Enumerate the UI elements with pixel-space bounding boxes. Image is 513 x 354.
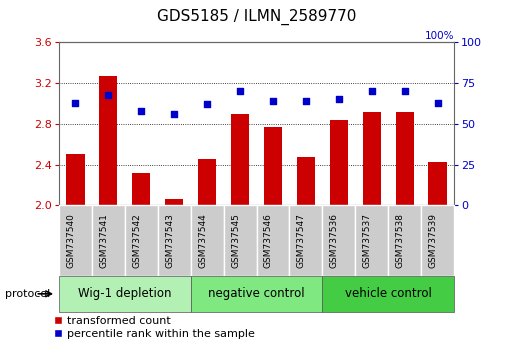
FancyBboxPatch shape bbox=[224, 205, 256, 276]
FancyBboxPatch shape bbox=[322, 276, 454, 312]
Text: GSM737537: GSM737537 bbox=[363, 213, 372, 268]
Bar bbox=[330, 120, 348, 205]
FancyBboxPatch shape bbox=[92, 205, 125, 276]
Legend: transformed count, percentile rank within the sample: transformed count, percentile rank withi… bbox=[49, 312, 259, 344]
Point bbox=[368, 88, 376, 94]
Text: GSM737536: GSM737536 bbox=[330, 213, 339, 268]
FancyBboxPatch shape bbox=[59, 276, 191, 312]
Point bbox=[302, 98, 310, 104]
Point bbox=[137, 108, 145, 114]
FancyBboxPatch shape bbox=[355, 205, 388, 276]
Bar bbox=[428, 161, 447, 205]
Point bbox=[433, 100, 442, 105]
Text: 100%: 100% bbox=[424, 31, 454, 41]
Text: GSM737539: GSM737539 bbox=[428, 213, 438, 268]
Bar bbox=[297, 158, 315, 205]
Text: GSM737541: GSM737541 bbox=[100, 213, 108, 268]
Bar bbox=[165, 199, 183, 205]
Text: GSM737545: GSM737545 bbox=[231, 213, 240, 268]
Point bbox=[334, 97, 343, 102]
FancyBboxPatch shape bbox=[59, 205, 92, 276]
Bar bbox=[198, 159, 216, 205]
Text: Wig-1 depletion: Wig-1 depletion bbox=[78, 287, 171, 300]
Text: GSM737544: GSM737544 bbox=[198, 213, 207, 268]
Text: negative control: negative control bbox=[208, 287, 305, 300]
FancyBboxPatch shape bbox=[421, 205, 454, 276]
Text: GSM737542: GSM737542 bbox=[132, 213, 141, 268]
Text: GSM737547: GSM737547 bbox=[297, 213, 306, 268]
Point bbox=[269, 98, 277, 104]
Text: GSM737538: GSM737538 bbox=[396, 213, 405, 268]
FancyBboxPatch shape bbox=[388, 205, 421, 276]
FancyBboxPatch shape bbox=[256, 205, 289, 276]
Point bbox=[104, 92, 112, 97]
FancyBboxPatch shape bbox=[125, 205, 158, 276]
FancyBboxPatch shape bbox=[191, 205, 224, 276]
FancyBboxPatch shape bbox=[191, 276, 322, 312]
Bar bbox=[396, 112, 413, 205]
Text: GSM737546: GSM737546 bbox=[264, 213, 273, 268]
Text: GSM737540: GSM737540 bbox=[67, 213, 75, 268]
Bar bbox=[100, 76, 117, 205]
Text: GSM737543: GSM737543 bbox=[165, 213, 174, 268]
Bar bbox=[231, 114, 249, 205]
FancyBboxPatch shape bbox=[289, 205, 322, 276]
Text: GDS5185 / ILMN_2589770: GDS5185 / ILMN_2589770 bbox=[157, 8, 356, 25]
Bar bbox=[363, 112, 381, 205]
FancyBboxPatch shape bbox=[322, 205, 355, 276]
Bar bbox=[132, 173, 150, 205]
FancyBboxPatch shape bbox=[158, 205, 191, 276]
Text: protocol: protocol bbox=[5, 289, 50, 299]
Point bbox=[170, 111, 179, 117]
Point bbox=[401, 88, 409, 94]
Point bbox=[71, 100, 80, 105]
Point bbox=[236, 88, 244, 94]
Bar bbox=[264, 127, 282, 205]
Bar bbox=[66, 154, 85, 205]
Text: vehicle control: vehicle control bbox=[345, 287, 431, 300]
Point bbox=[203, 102, 211, 107]
